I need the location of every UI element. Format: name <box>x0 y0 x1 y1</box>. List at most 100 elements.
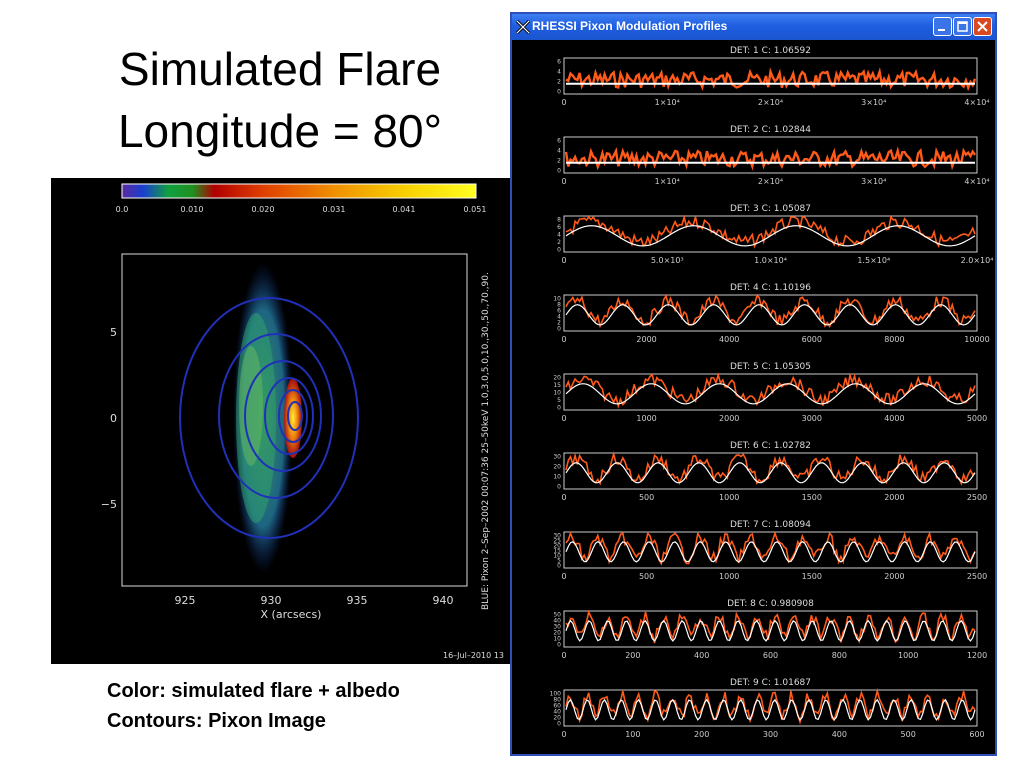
profile-y-tick: 8 <box>557 302 561 309</box>
profile-data-line <box>565 687 976 725</box>
profile-x-tick: 500 <box>639 572 654 581</box>
profile-y-tick: 10 <box>553 390 561 397</box>
profile-x-tick: 5.0×10³ <box>651 256 684 265</box>
profile-x-tick: 1500 <box>802 493 822 502</box>
profile-y-tick: 0 <box>557 563 561 570</box>
map-x-tick: 930 <box>261 594 282 607</box>
maximize-icon <box>957 21 968 32</box>
profile-x-tick: 500 <box>901 730 916 739</box>
profile-y-tick: 0 <box>557 247 561 254</box>
profile-x-tick: 1000 <box>636 414 656 423</box>
profile-x-tick: 2×10⁴ <box>758 177 783 186</box>
profile-model-line <box>565 540 976 563</box>
profile-y-tick: 6 <box>557 138 561 145</box>
profile-frame <box>563 294 978 332</box>
profile-y-tick: 2 <box>557 239 561 246</box>
close-button[interactable] <box>973 17 992 36</box>
caption-line2: Contours: Pixon Image <box>107 710 326 732</box>
profile-y-tick: 10 <box>553 474 561 481</box>
profile-y-tick: 10 <box>553 636 561 643</box>
minimize-icon <box>938 29 945 31</box>
profile-frame <box>563 452 978 490</box>
profile-x-tick: 3×10⁴ <box>861 177 886 186</box>
profile-x-tick: 2500 <box>967 493 987 502</box>
profile-data-line <box>565 530 976 566</box>
profile-data-line <box>564 146 976 171</box>
flare-map-plot: 0.0 0.010 0.020 0.031 0.041 0.051 5 0 <box>101 183 504 660</box>
profile-x-tick: 5000 <box>967 414 987 423</box>
minimize-button[interactable] <box>933 17 952 36</box>
profile-y-tick: 2 <box>557 158 561 165</box>
profile-x-tick: 0 <box>561 177 566 186</box>
x-window-icon <box>516 20 530 34</box>
profile-frame <box>563 215 978 253</box>
profile-x-tick: 2×10⁴ <box>758 98 783 107</box>
profile-title: DET: 4 C: 1.10196 <box>730 283 811 293</box>
pixon-profiles-window[interactable]: RHESSI Pixon Modulation Profiles DET: 1 … <box>510 12 997 756</box>
profile-y-tick: 40 <box>553 709 561 716</box>
profile-y-tick: 4 <box>557 314 561 321</box>
profile-y-tick: 0 <box>557 484 561 491</box>
slide-title-line2: Longitude = 80° <box>117 105 443 157</box>
profile-y-tick: 5 <box>557 397 561 404</box>
profile-y-tick: 0 <box>557 642 561 649</box>
profile-data-line <box>565 609 976 644</box>
map-side-label: BLUE: Pixon 2–Sep–2002 00:07:36 25–50keV… <box>481 272 491 610</box>
map-y-ticks: 5 0 −5 <box>101 326 117 511</box>
profile-x-tick: 200 <box>625 651 640 660</box>
profile-x-tick: 300 <box>763 730 778 739</box>
profile-title: DET: 7 C: 1.08094 <box>730 520 811 530</box>
profile-y-tick: 0 <box>557 326 561 333</box>
profile-model-line <box>565 619 976 642</box>
profile-x-tick: 1.0×10⁴ <box>754 256 787 265</box>
profile-y-tick: 60 <box>553 703 561 710</box>
map-x-tick: 925 <box>175 594 196 607</box>
profile-x-tick: 0 <box>561 493 566 502</box>
profile-y-tick: 20 <box>553 715 561 722</box>
profile-model-line <box>565 383 976 405</box>
colorbar <box>121 183 477 199</box>
profile-y-tick: 10 <box>553 296 561 303</box>
profile-y-tick: 6 <box>557 59 561 66</box>
profile-x-tick: 2000 <box>719 414 739 423</box>
profile-y-tick: 0 <box>557 168 561 175</box>
profile-x-tick: 1×10⁴ <box>655 177 680 186</box>
flare-emission <box>233 263 302 573</box>
profile-model-line <box>565 225 976 247</box>
colorbar-ticks: 0.0 0.010 0.020 0.031 0.041 0.051 <box>116 205 487 214</box>
profile-x-tick: 4000 <box>884 414 904 423</box>
profile-y-tick: 0 <box>557 89 561 96</box>
profile-y-tick: 20 <box>553 464 561 471</box>
profile-x-tick: 10000 <box>964 335 989 344</box>
profile-model-line <box>565 304 976 326</box>
profile-title: DET: 9 C: 1.01687 <box>730 678 811 688</box>
profile-data-line <box>565 450 976 486</box>
profile-data-line <box>565 67 977 92</box>
profile-y-tick: 0 <box>557 721 561 728</box>
profile-x-tick: 8000 <box>884 335 904 344</box>
profile-y-tick: 30 <box>553 533 561 540</box>
profile-x-tick: 2000 <box>884 572 904 581</box>
profile-x-tick: 400 <box>832 730 847 739</box>
profile-y-tick: 6 <box>557 308 561 315</box>
profile-model-line <box>565 462 976 484</box>
window-titlebar[interactable]: RHESSI Pixon Modulation Profiles <box>512 14 995 40</box>
profile-y-tick: 20 <box>553 630 561 637</box>
profile-y-tick: 50 <box>553 612 561 619</box>
maximize-button[interactable] <box>953 17 972 36</box>
profile-y-tick: 15 <box>553 548 561 555</box>
profile-title: DET: 3 C: 1.05087 <box>730 204 811 214</box>
profile-y-tick: 4 <box>557 69 561 76</box>
profile-y-tick: 25 <box>553 538 561 545</box>
profile-x-tick: 1000 <box>719 493 739 502</box>
profile-y-tick: 2 <box>557 79 561 86</box>
profile-data-line <box>565 372 976 409</box>
profile-x-tick: 4×10⁴ <box>964 177 989 186</box>
profile-x-tick: 0 <box>561 572 566 581</box>
profile-y-tick: 15 <box>553 382 561 389</box>
profile-x-tick: 1200 <box>967 651 987 660</box>
profile-x-tick: 0 <box>561 98 566 107</box>
profile-y-tick: 20 <box>553 543 561 550</box>
profile-frame <box>563 136 978 174</box>
